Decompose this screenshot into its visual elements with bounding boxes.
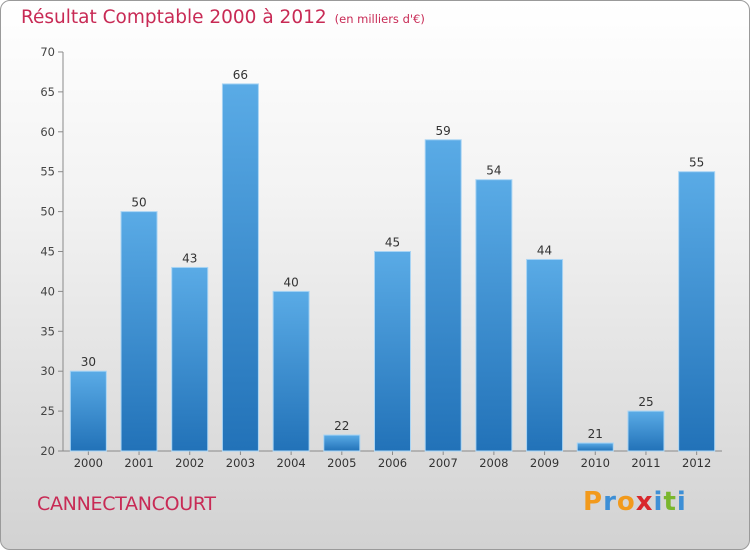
x-tick-label-2011: 2011 <box>631 456 660 470</box>
y-tick-label: 70 <box>40 45 55 59</box>
bar-2005 <box>323 434 361 452</box>
value-label-2007: 59 <box>436 124 451 138</box>
y-tick-label: 25 <box>40 404 55 418</box>
logo-letter: i <box>653 487 664 517</box>
bar-2010 <box>576 442 614 452</box>
proxiti-logo: Proxiti <box>583 487 687 517</box>
x-tick-label-2003: 2003 <box>226 456 255 470</box>
x-tick-label-2004: 2004 <box>276 456 305 470</box>
logo-letter: o <box>616 487 636 517</box>
logo-letter: t <box>663 487 677 517</box>
value-label-2004: 40 <box>283 275 298 289</box>
y-tick-label: 65 <box>40 85 55 99</box>
chart-title: Résultat Comptable 2000 à 2012 <box>21 7 327 28</box>
y-tick-label: 35 <box>40 324 55 338</box>
x-tick-label-2000: 2000 <box>74 456 103 470</box>
y-tick-label: 55 <box>40 165 55 179</box>
x-tick-label-2007: 2007 <box>429 456 458 470</box>
bar-2003 <box>221 83 259 452</box>
x-tick-label-2006: 2006 <box>378 456 407 470</box>
x-tick-label-2009: 2009 <box>530 456 559 470</box>
value-label-2006: 45 <box>385 236 400 250</box>
bar-2011 <box>627 410 665 452</box>
logo-letter: r <box>603 487 617 517</box>
bar-2012 <box>678 171 716 452</box>
x-tick-label-2012: 2012 <box>682 456 711 470</box>
value-label-2002: 43 <box>182 251 197 265</box>
value-label-2009: 44 <box>537 243 552 257</box>
y-tick-label: 20 <box>40 444 55 458</box>
value-label-2005: 22 <box>334 419 349 433</box>
value-label-2001: 50 <box>131 196 146 210</box>
logo-letter: P <box>583 487 604 517</box>
y-tick-label: 45 <box>40 245 55 259</box>
logo-letter: i <box>676 487 687 517</box>
x-tick-label-2005: 2005 <box>327 456 356 470</box>
x-tick-label-2001: 2001 <box>124 456 153 470</box>
bar-2009 <box>526 258 564 452</box>
bar-2007 <box>424 139 462 452</box>
bar-2001 <box>120 211 158 452</box>
value-label-2008: 54 <box>486 164 501 178</box>
bar-2000 <box>69 370 107 452</box>
title-row: Résultat Comptable 2000 à 2012 (en millie… <box>21 7 425 28</box>
y-tick-label: 50 <box>40 205 55 219</box>
y-tick-label: 40 <box>40 284 55 298</box>
x-tick-label-2002: 2002 <box>175 456 204 470</box>
y-tick-label: 60 <box>40 125 55 139</box>
bar-2006 <box>374 251 411 452</box>
x-tick-label-2010: 2010 <box>581 456 610 470</box>
value-label-2010: 21 <box>588 427 603 441</box>
commune-name: CANNECTANCOURT <box>37 493 216 515</box>
x-tick-label-2008: 2008 <box>479 456 508 470</box>
chart-unit: (en milliers d'€) <box>334 12 425 26</box>
logo-letter: x <box>635 487 654 517</box>
bar-2008 <box>475 179 513 452</box>
value-label-2003: 66 <box>233 68 248 82</box>
bar-2002 <box>171 266 209 452</box>
y-tick-label: 30 <box>40 364 55 378</box>
bar-2004 <box>272 290 310 452</box>
value-label-2012: 55 <box>689 156 704 170</box>
value-label-2000: 30 <box>81 355 96 369</box>
value-label-2011: 25 <box>638 395 653 409</box>
